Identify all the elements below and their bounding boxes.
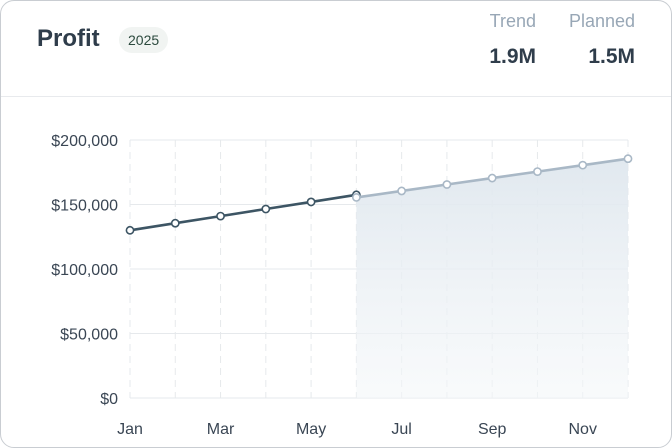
x-tick-label: Sep (478, 421, 507, 438)
planned-stat-value: 1.5M (588, 45, 635, 68)
x-tick-label: Jan (117, 421, 143, 438)
trend-stat: Trend 1.9M (489, 11, 536, 69)
data-point[interactable] (397, 186, 407, 196)
y-tick-label: $100,000 (51, 262, 118, 279)
data-point[interactable] (623, 154, 633, 164)
x-tick-label: Nov (569, 421, 597, 438)
y-tick-label: $0 (100, 391, 118, 408)
data-point[interactable] (578, 160, 588, 170)
data-point[interactable] (170, 218, 180, 228)
planned-stat-label: Planned (568, 11, 635, 31)
forecast-area (356, 158, 628, 398)
data-point[interactable] (125, 225, 135, 235)
data-point[interactable] (261, 204, 271, 214)
card-header: Profit 2025 Trend 1.9M Planned 1.5M (1, 1, 671, 97)
data-point[interactable] (351, 193, 361, 202)
year-badge: 2025 (119, 27, 169, 53)
trend-stat-label: Trend (489, 11, 536, 31)
planned-stat: Planned 1.5M (569, 11, 635, 69)
data-point[interactable] (306, 197, 316, 207)
y-tick-label: $150,000 (51, 198, 118, 215)
data-point[interactable] (442, 180, 452, 189)
data-point[interactable] (216, 211, 225, 221)
x-tick-label: May (296, 421, 326, 438)
data-point[interactable] (533, 167, 542, 177)
y-tick-label: $200,000 (51, 133, 118, 150)
actual-series-line (129, 193, 357, 232)
y-tick-label: $50,000 (60, 327, 118, 344)
data-point[interactable] (487, 173, 497, 183)
trend-stat-value: 1.9M (489, 45, 536, 68)
x-tick-label: Jul (391, 421, 411, 438)
card-title: Profit (37, 25, 100, 52)
x-tick-label: Mar (207, 421, 235, 438)
